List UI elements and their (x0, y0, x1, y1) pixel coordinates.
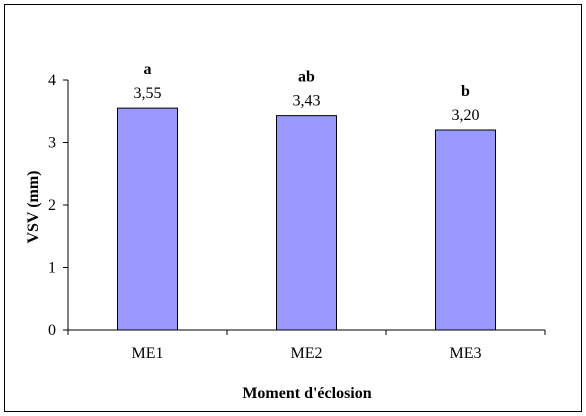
y-tick-label: 4 (48, 72, 56, 89)
bars-group (117, 107, 496, 331)
x-axis-title: Moment d'éclosion (242, 385, 371, 402)
significance-letter: a (144, 61, 152, 78)
data-labels-group: 3,55 a 3,43 ab 3,20 b (134, 61, 480, 124)
y-tick-label: 3 (48, 135, 56, 152)
y-tick-label: 2 (48, 197, 56, 214)
x-tick-label: ME3 (450, 345, 482, 362)
data-label: 3,55 (134, 85, 162, 102)
x-tick-label: ME2 (291, 345, 323, 362)
significance-letter: b (461, 83, 470, 100)
y-axis-title: VSV (mm) (25, 170, 42, 243)
data-label: 3,43 (293, 93, 321, 110)
x-axis-ticks: ME1 ME2 ME3 (67, 330, 546, 362)
bar-me1 (117, 107, 178, 331)
y-tick-label: 1 (48, 260, 56, 277)
bar-me2 (276, 115, 337, 331)
y-tick-label: 0 (48, 322, 56, 339)
y-axis-ticks: 0 1 2 3 4 (48, 72, 68, 339)
significance-letter: ab (298, 69, 315, 86)
data-label: 3,20 (452, 107, 480, 124)
bar-me3 (435, 129, 496, 331)
x-tick-label: ME1 (132, 345, 164, 362)
